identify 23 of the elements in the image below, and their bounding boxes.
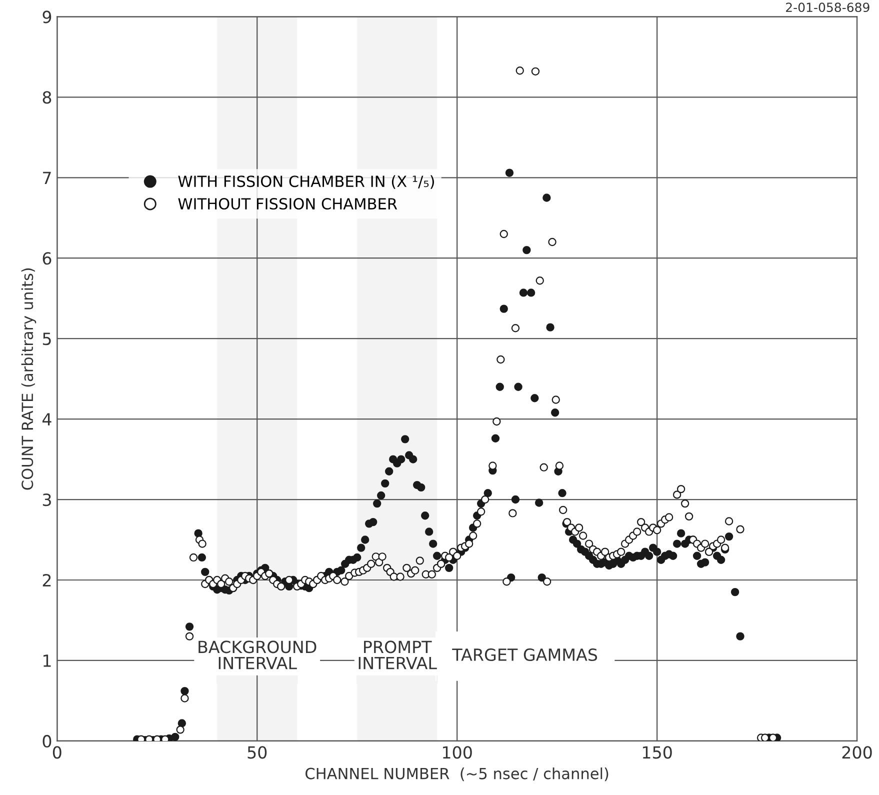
y-tick-label: 5: [42, 332, 51, 346]
x-tick-label: 50: [248, 746, 267, 759]
annotation: TARGET GAMMAS: [452, 648, 598, 662]
y-tick-label: 2: [42, 574, 51, 586]
text: 2-01-058-689: [786, 2, 870, 12]
band-label: BACKGROUND INTERVAL: [198, 640, 316, 670]
legend-label: WITH FISSION CHAMBER IN (X ¹/₅): [178, 175, 434, 189]
y-tick-label: 1: [44, 654, 51, 667]
y-tick-label: 3: [42, 493, 51, 506]
y-tick-label: 4: [42, 413, 52, 426]
legend-label: WITHOUT FISSION CHAMBER: [178, 198, 398, 210]
y-tick-label: 0: [42, 734, 52, 748]
y-axis-title: COUNT RATE (arbitrary units): [21, 268, 36, 490]
y-tick-label: 6: [42, 252, 52, 265]
x-axis-title: CHANNEL NUMBER (~5 nsec / channel): [306, 767, 608, 782]
y-tick-label: 9: [42, 10, 52, 24]
x-tick-label: 200: [842, 746, 872, 759]
y-tick-label: 7: [43, 172, 51, 184]
band-label: PROMPT INTERVAL: [358, 640, 437, 670]
x-tick-label: 100: [443, 746, 472, 759]
x-tick-label: 150: [642, 746, 672, 759]
x-tick-label: 0: [52, 746, 62, 759]
y-tick-label: 8: [42, 91, 52, 104]
